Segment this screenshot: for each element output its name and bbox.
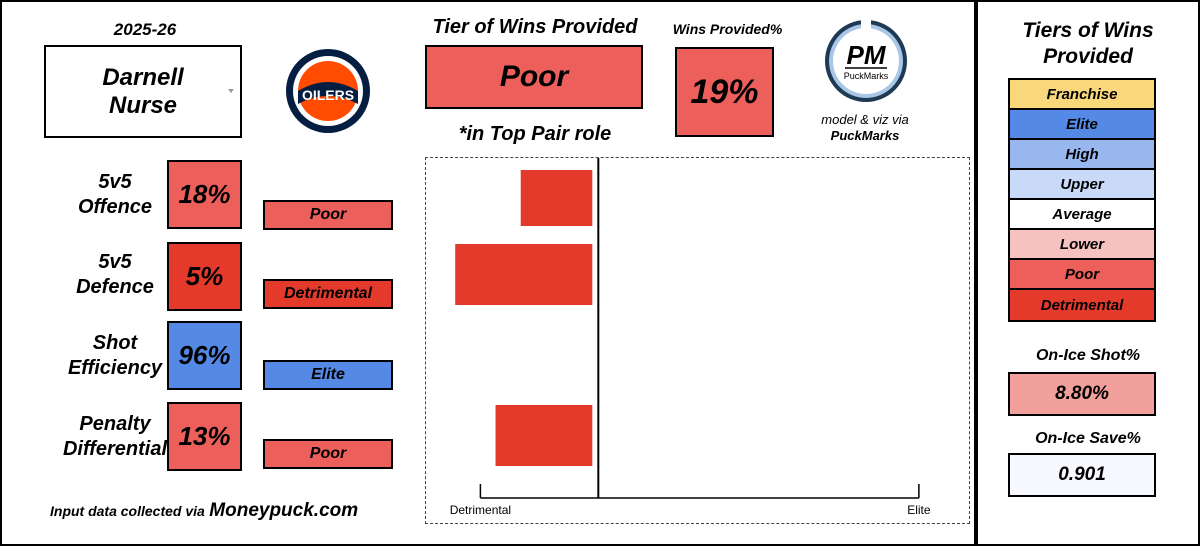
tier-high: High xyxy=(1010,140,1154,170)
tiers-title: Tiers of Wins Provided xyxy=(1022,19,1154,68)
tier-elite: Elite xyxy=(1010,110,1154,140)
oilers-logo: OILERS xyxy=(285,48,371,134)
metric-tier-penalty: Poor xyxy=(263,439,393,469)
player-first-name: Darnell xyxy=(102,64,184,91)
tier-poor: Poor xyxy=(1010,260,1154,290)
tier-average: Average xyxy=(1010,200,1154,230)
onice-save-title: On-Ice Save% xyxy=(1035,430,1141,447)
tick-label-elite: Elite xyxy=(907,503,931,517)
credit: model & viz via PuckMarks xyxy=(795,112,935,144)
metric-label-shot-efficiency: Shot Efficiency xyxy=(67,332,163,379)
bar-penalty-differential xyxy=(495,405,593,466)
tiers-panel xyxy=(976,0,1200,546)
tier-title: Tier of Wins Provided xyxy=(432,16,638,38)
footer-source: Moneypuck.com xyxy=(209,500,359,521)
logo-text: OILERS xyxy=(302,87,354,103)
pm-logo-text: PM xyxy=(847,40,887,70)
wins-provided-value: 19% xyxy=(675,47,774,137)
tier-detrimental: Detrimental xyxy=(1010,290,1154,320)
player-last-name: Nurse xyxy=(108,92,178,119)
metric-tier-offence: Poor xyxy=(263,200,393,230)
tier-franchise: Franchise xyxy=(1010,80,1154,110)
tier-lower: Lower xyxy=(1010,230,1154,260)
tick-label-detrimental: Detrimental xyxy=(450,503,511,517)
puckmarks-logo: PM PuckMarks xyxy=(823,18,909,104)
credit-line1: model & viz via xyxy=(821,112,909,127)
onice-shot-title: On-Ice Shot% xyxy=(1035,347,1140,364)
metric-pct-shot-efficiency: 96% xyxy=(167,321,242,390)
metric-tier-shot-efficiency: Elite xyxy=(263,360,393,390)
metric-pct-defence: 5% xyxy=(167,242,242,311)
role-note: *in Top Pair role xyxy=(458,123,612,145)
metric-tier-defence: Detrimental xyxy=(263,279,393,309)
metric-pct-offence: 18% xyxy=(167,160,242,229)
metric-label-offence: 5v5 Offence xyxy=(77,171,153,218)
tier-value-box: Poor xyxy=(425,45,643,109)
metric-pct-penalty: 13% xyxy=(167,402,242,471)
footer: Input data collected via Moneypuck.com xyxy=(50,500,410,522)
wins-chart: Detrimental Elite xyxy=(450,158,931,517)
season-label: 2025-26 xyxy=(113,20,177,39)
credit-line2: PuckMarks xyxy=(830,128,900,143)
tier-legend: Franchise Elite High Upper Average Lower Poor D… xyxy=(1008,78,1156,322)
pm-logo-sub: PuckMarks xyxy=(844,71,889,81)
main-panel xyxy=(0,0,976,546)
metric-label-defence: 5v5 Defence xyxy=(76,251,154,298)
chart-frame: Detrimental Elite xyxy=(425,157,970,524)
onice-shot-value: 8.80% xyxy=(1008,372,1156,416)
tier-upper: Upper xyxy=(1010,170,1154,200)
wins-provided-title: Wins Provided% xyxy=(672,21,783,37)
player-selector[interactable]: Darnell Nurse xyxy=(44,45,242,138)
chevron-down-icon[interactable] xyxy=(228,89,234,93)
bar-5v5-offence xyxy=(520,170,593,226)
metric-label-penalty: Penalty Differential xyxy=(62,413,168,460)
onice-save-value: 0.901 xyxy=(1008,453,1156,497)
bar-5v5-defence xyxy=(455,244,593,305)
footer-prefix: Input data collected via xyxy=(50,503,205,519)
